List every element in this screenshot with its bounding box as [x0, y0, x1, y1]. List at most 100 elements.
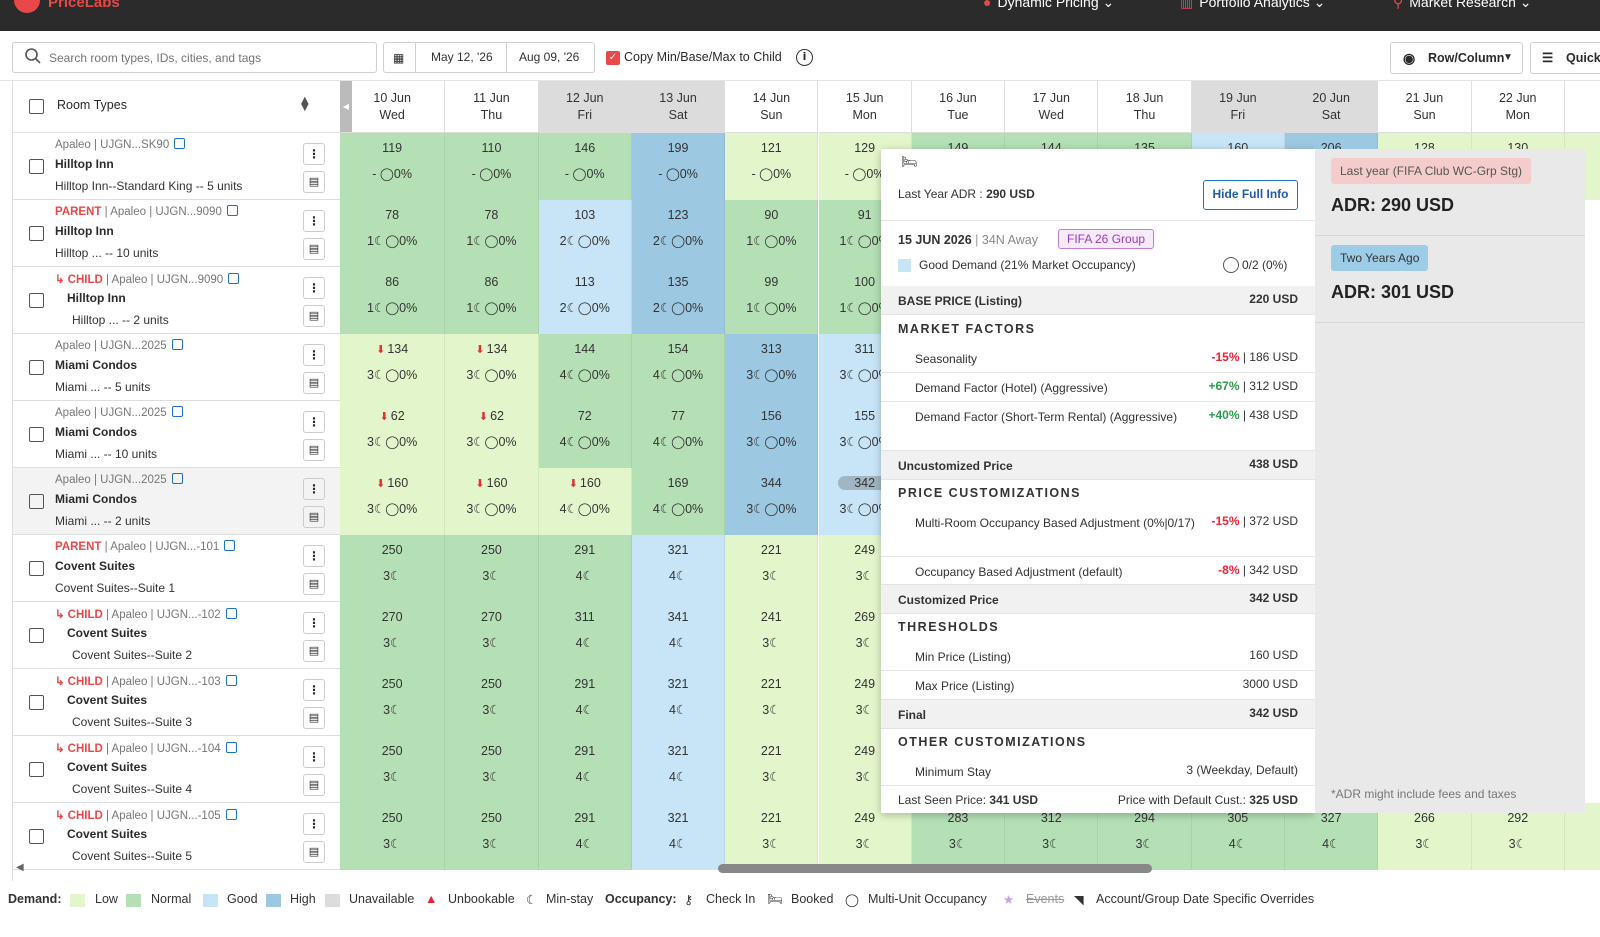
- room-name[interactable]: Covent Suites: [67, 760, 148, 774]
- horizontal-scrollbar[interactable]: [718, 864, 1152, 873]
- price-cell[interactable]: 86 1☾◯0%: [340, 267, 446, 334]
- search-input[interactable]: [12, 42, 377, 73]
- price-cell[interactable]: 291 4☾: [538, 535, 632, 602]
- price-cell[interactable]: ⬇ 134 3☾◯0%: [340, 334, 446, 401]
- price-cell[interactable]: 341 4☾: [631, 602, 726, 669]
- room-row[interactable]: ↳ CHILD | Apaleo | UJGN...9090 Hilltop Inn…: [13, 267, 340, 334]
- room-name[interactable]: Covent Suites: [67, 827, 148, 841]
- price-cell[interactable]: 221 3☾: [725, 736, 819, 803]
- room-row[interactable]: PARENT | Apaleo | UJGN...9090 Hilltop Inn…: [13, 200, 340, 267]
- external-link-icon[interactable]: [228, 273, 240, 284]
- room-name[interactable]: Covent Suites: [67, 626, 148, 640]
- row-checkbox[interactable]: [29, 226, 44, 241]
- price-cell[interactable]: 270 3☾: [445, 602, 539, 669]
- more-options-button[interactable]: ⋮: [303, 545, 325, 567]
- legend-events[interactable]: Events: [1026, 892, 1065, 906]
- document-icon[interactable]: ▤: [303, 774, 325, 796]
- external-link-icon[interactable]: [171, 406, 183, 417]
- calendar-icon[interactable]: ▦: [393, 51, 405, 65]
- day-header[interactable]: 15 Jun Mon: [818, 81, 912, 133]
- day-header[interactable]: 17 Jun Wed: [1005, 81, 1099, 133]
- more-options-button[interactable]: ⋮: [303, 210, 325, 232]
- price-cell[interactable]: 78 1☾◯0%: [445, 200, 539, 267]
- day-header[interactable]: 14 Jun Sun: [725, 81, 819, 133]
- more-options-button[interactable]: ⋮: [303, 277, 325, 299]
- price-cell[interactable]: ⬇ 160 3☾◯0%: [340, 468, 446, 535]
- quick-filter-button[interactable]: ☰ Quick: [1530, 42, 1600, 74]
- external-link-icon[interactable]: [225, 742, 237, 753]
- price-cell[interactable]: 103 2☾◯0%: [538, 200, 632, 267]
- price-cell[interactable]: 221 3☾: [725, 669, 819, 736]
- pricelabs-logo-icon[interactable]: [14, 0, 40, 13]
- document-icon[interactable]: ▤: [303, 506, 325, 528]
- select-all-checkbox[interactable]: [29, 99, 44, 114]
- price-cell[interactable]: 77 4☾◯0%: [631, 401, 726, 468]
- price-cell[interactable]: 292 3☾: [1471, 803, 1565, 870]
- row-checkbox[interactable]: [29, 695, 44, 710]
- price-cell[interactable]: 250 3☾: [340, 736, 446, 803]
- price-cell[interactable]: 249 3☾: [818, 803, 912, 870]
- price-cell[interactable]: 250 3☾: [445, 803, 539, 870]
- date-start[interactable]: May 12, '26: [431, 50, 493, 64]
- price-cell[interactable]: [1564, 803, 1600, 870]
- row-column-button[interactable]: ◉ Row/Column ▼: [1390, 42, 1523, 74]
- price-cell[interactable]: 266 3☾: [1378, 803, 1472, 870]
- price-cell[interactable]: 99 1☾◯0%: [725, 267, 819, 334]
- price-cell[interactable]: 110 - ◯0%: [445, 133, 539, 200]
- price-cell[interactable]: 311 4☾: [538, 602, 632, 669]
- day-header[interactable]: 16 Jun Tue: [911, 81, 1006, 133]
- price-cell[interactable]: 250 3☾: [340, 803, 446, 870]
- price-cell[interactable]: 135 2☾◯0%: [631, 267, 726, 334]
- price-cell[interactable]: 250 3☾: [445, 535, 539, 602]
- price-cell[interactable]: 313 3☾◯0%: [725, 334, 819, 401]
- more-options-button[interactable]: ⋮: [303, 612, 325, 634]
- price-cell[interactable]: 221 3☾: [725, 535, 819, 602]
- day-header[interactable]: 13 Jun Sat: [631, 81, 726, 133]
- price-cell[interactable]: 321 4☾: [631, 736, 726, 803]
- price-cell[interactable]: 312 3☾: [1005, 803, 1099, 870]
- nav-market-research[interactable]: ⚲ Market Research ⌄: [1393, 0, 1531, 11]
- row-checkbox[interactable]: [29, 628, 44, 643]
- date-range-picker[interactable]: [383, 42, 595, 73]
- room-name[interactable]: Miami Condos: [55, 492, 138, 506]
- document-icon[interactable]: ▤: [303, 841, 325, 863]
- more-options-button[interactable]: ⋮: [303, 344, 325, 366]
- room-name[interactable]: Covent Suites: [55, 559, 136, 573]
- room-row[interactable]: Apaleo | UJGN...2025 Miami Condos Miami ..…: [13, 334, 340, 401]
- price-cell[interactable]: 291 4☾: [538, 736, 632, 803]
- row-checkbox[interactable]: [29, 360, 44, 375]
- external-link-icon[interactable]: [225, 809, 237, 820]
- more-options-button[interactable]: ⋮: [303, 746, 325, 768]
- row-checkbox[interactable]: [29, 427, 44, 442]
- price-cell[interactable]: 321 4☾: [631, 803, 726, 870]
- price-cell[interactable]: ⬇ 160 4☾◯0%: [538, 468, 632, 535]
- brand-name[interactable]: PriceLabs: [48, 0, 120, 11]
- price-cell[interactable]: 121 - ◯0%: [725, 133, 819, 200]
- room-name[interactable]: Hilltop Inn: [55, 157, 114, 171]
- room-row[interactable]: ↳ CHILD | Apaleo | UJGN...-103 Covent Suit…: [13, 669, 340, 736]
- nav-dynamic-pricing[interactable]: ● Dynamic Pricing ⌄: [983, 0, 1114, 11]
- price-cell[interactable]: 144 4☾◯0%: [538, 334, 632, 401]
- document-icon[interactable]: ▤: [303, 238, 325, 260]
- price-cell[interactable]: ⬇ 62 3☾◯0%: [445, 401, 539, 468]
- external-link-icon[interactable]: [226, 205, 238, 216]
- price-cell[interactable]: 327 4☾: [1285, 803, 1379, 870]
- price-cell[interactable]: 156 3☾◯0%: [725, 401, 819, 468]
- price-cell[interactable]: 250 3☾: [445, 736, 539, 803]
- room-name[interactable]: Miami Condos: [55, 425, 138, 439]
- row-checkbox[interactable]: [29, 561, 44, 576]
- price-cell[interactable]: 250 3☾: [340, 669, 446, 736]
- more-options-button[interactable]: ⋮: [303, 411, 325, 433]
- day-header[interactable]: 12 Jun Fri: [538, 81, 632, 133]
- price-cell[interactable]: 270 3☾: [340, 602, 446, 669]
- document-icon[interactable]: ▤: [303, 305, 325, 327]
- info-icon[interactable]: i: [796, 49, 813, 66]
- price-cell[interactable]: 123 2☾◯0%: [631, 200, 726, 267]
- document-icon[interactable]: ▤: [303, 439, 325, 461]
- price-cell[interactable]: 146 - ◯0%: [538, 133, 632, 200]
- price-cell[interactable]: 199 - ◯0%: [631, 133, 726, 200]
- price-cell[interactable]: 291 4☾: [538, 669, 632, 736]
- day-header[interactable]: 21 Jun Sun: [1378, 81, 1472, 133]
- price-cell[interactable]: 154 4☾◯0%: [631, 334, 726, 401]
- price-cell[interactable]: 119 - ◯0%: [340, 133, 446, 200]
